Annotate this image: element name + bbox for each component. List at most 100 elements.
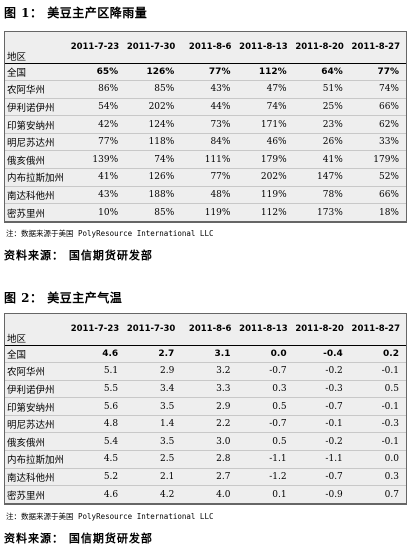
value-cell: 118% (125, 133, 182, 152)
value-cell: 0.7 (349, 485, 406, 504)
value-cell: 2.1 (125, 468, 182, 487)
table-row: 俄亥俄州 5.4 3.5 3.0 0.5 -0.2 -0.1 (5, 432, 406, 452)
table-row: 内布拉斯加州 4.5 2.5 2.8 -1.1 -1.1 0.0 (5, 450, 406, 469)
value-cell: 0.3 (237, 380, 294, 399)
value-cell: 5.5 (69, 380, 126, 399)
value-cell: 77% (181, 168, 238, 187)
value-cell: 0.0 (349, 450, 406, 469)
value-cell: -0.7 (237, 362, 294, 381)
value-cell: 188% (125, 186, 182, 205)
value-cell: 66% (349, 98, 406, 117)
value-cell: 5.2 (69, 468, 126, 487)
value-cell: 42% (69, 115, 126, 134)
value-cell: 85% (125, 80, 182, 99)
date-column-header: 2011-8-20 (293, 32, 350, 64)
region-cell: 俄亥俄州 (5, 150, 69, 170)
date-column-header: 2011-7-30 (125, 32, 182, 64)
value-cell: 202% (125, 98, 182, 117)
value-cell: -0.2 (293, 432, 350, 452)
value-cell: 2.7 (181, 468, 238, 487)
value-cell: -1.1 (293, 450, 350, 469)
table-row: 密苏里州 10% 85% 119% 112% 173% 18% (5, 203, 406, 222)
value-cell: 44% (181, 98, 238, 117)
value-cell: 74% (125, 150, 182, 170)
table-row: 密苏里州 4.6 4.2 4.0 0.1 -0.9 0.7 (5, 485, 406, 504)
value-cell: -0.7 (293, 468, 350, 487)
region-cell: 俄亥俄州 (5, 432, 69, 452)
value-cell: -0.2 (293, 362, 350, 381)
value-cell: 54% (69, 98, 126, 117)
value-cell: 2.8 (181, 450, 238, 469)
value-cell: -1.2 (237, 468, 294, 487)
value-cell: -0.1 (293, 415, 350, 434)
value-cell: 10% (69, 203, 126, 222)
table-row: 农阿华州 86% 85% 43% 47% 51% 74% (5, 80, 406, 99)
value-cell: 173% (293, 203, 350, 222)
value-cell: 2.9 (181, 397, 238, 416)
region-cell: 内布拉斯加州 (5, 450, 69, 469)
date-column-header: 2011-8-27 (349, 32, 406, 64)
value-cell: 84% (181, 133, 238, 152)
date-column-header: 2011-8-13 (237, 32, 294, 64)
value-cell: 179% (237, 150, 294, 170)
value-cell: 2.7 (125, 345, 182, 364)
temperature-table-container: 地区 2011-7-23 2011-7-30 2011-8-6 2011-8-13 201… (4, 313, 407, 505)
figure2-note: 注：数据来源于美国 PolyResource International LLC (6, 512, 214, 521)
figure1-title: 图 1： 美豆主产区降雨量 (4, 6, 148, 20)
figure2-title: 图 2： 美豆主产气温 (4, 291, 123, 305)
value-cell: 202% (237, 168, 294, 187)
value-cell: 112% (237, 63, 294, 82)
value-cell: 78% (293, 186, 350, 205)
value-cell: 147% (293, 168, 350, 187)
value-cell: 0.5 (237, 397, 294, 416)
value-cell: -1.1 (237, 450, 294, 469)
table-row: 农阿华州 5.1 2.9 3.2 -0.7 -0.2 -0.1 (5, 362, 406, 381)
value-cell: 41% (293, 150, 350, 170)
value-cell: 3.1 (181, 345, 238, 364)
value-cell: 46% (237, 133, 294, 152)
value-cell: 5.6 (69, 397, 126, 416)
value-cell: 48% (181, 186, 238, 205)
region-cell: 全国 (5, 345, 69, 364)
region-cell: 印第安纳州 (5, 115, 69, 134)
value-cell: 4.6 (69, 345, 126, 364)
value-cell: 112% (237, 203, 294, 222)
region-cell: 南达科他州 (5, 186, 69, 205)
table-row: 伊利诺伊州 5.5 3.4 3.3 0.3 -0.3 0.5 (5, 380, 406, 399)
value-cell: 47% (237, 80, 294, 99)
value-cell: 171% (237, 115, 294, 134)
date-column-header: 2011-8-6 (181, 32, 238, 64)
value-cell: 25% (293, 98, 350, 117)
value-cell: 4.8 (69, 415, 126, 434)
table-row: 内布拉斯加州 41% 126% 77% 202% 147% 52% (5, 168, 406, 187)
value-cell: 0.3 (349, 468, 406, 487)
value-cell: 33% (349, 133, 406, 152)
value-cell: 3.3 (181, 380, 238, 399)
date-column-header: 2011-8-27 (349, 314, 406, 346)
date-column-header: 2011-7-30 (125, 314, 182, 346)
value-cell: 126% (125, 168, 182, 187)
value-cell: 119% (237, 186, 294, 205)
value-cell: 23% (293, 115, 350, 134)
region-cell: 明尼苏达州 (5, 133, 69, 152)
value-cell: 179% (349, 150, 406, 170)
value-cell: 77% (349, 63, 406, 82)
value-cell: 77% (181, 63, 238, 82)
value-cell: 0.1 (237, 485, 294, 504)
region-cell: 伊利诺伊州 (5, 98, 69, 117)
table-row: 俄亥俄州 139% 74% 111% 179% 41% 179% (5, 150, 406, 170)
value-cell: 0.0 (237, 345, 294, 364)
value-cell: 65% (69, 63, 126, 82)
value-cell: 3.4 (125, 380, 182, 399)
value-cell: 64% (293, 63, 350, 82)
date-column-header: 2011-8-6 (181, 314, 238, 346)
value-cell: -0.7 (293, 397, 350, 416)
rainfall-table-container: 地区 2011-7-23 2011-7-30 2011-8-6 2011-8-13 201… (4, 31, 407, 223)
table-row: 南达科他州 43% 188% 48% 119% 78% 66% (5, 186, 406, 205)
value-cell: 4.0 (181, 485, 238, 504)
value-cell: 2.5 (125, 450, 182, 469)
value-cell: 4.2 (125, 485, 182, 504)
value-cell: 86% (69, 80, 126, 99)
value-cell: 126% (125, 63, 182, 82)
value-cell: 111% (181, 150, 238, 170)
